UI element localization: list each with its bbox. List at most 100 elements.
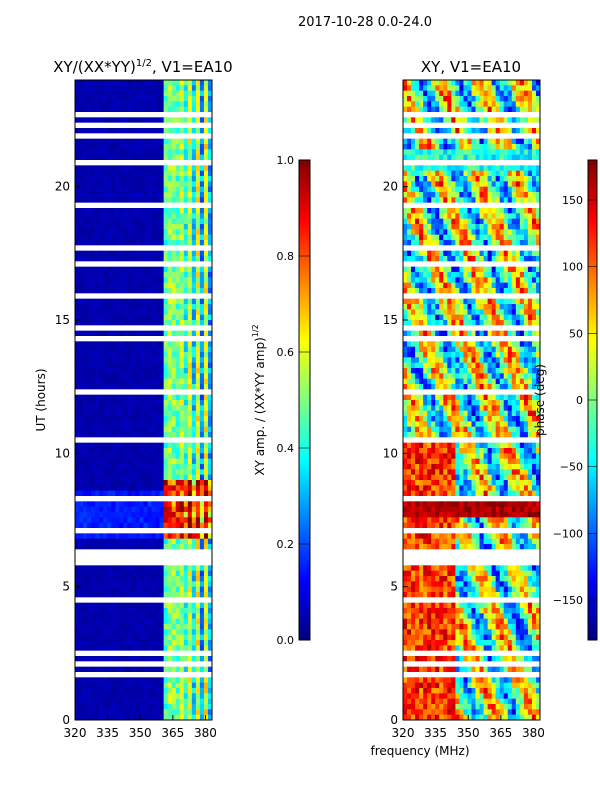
heatmap-cell: [147, 581, 152, 588]
heatmap-cell: [111, 362, 116, 369]
heatmap-cell: [87, 613, 92, 620]
heatmap-cell: [159, 437, 165, 444]
heatmap-cell: [427, 181, 432, 188]
heatmap-cell: [155, 368, 161, 374]
heatmap-cell: [127, 154, 132, 161]
heatmap-cell: [83, 682, 88, 689]
heatmap-cell: [515, 117, 521, 124]
heatmap-cell: [75, 250, 80, 257]
heatmap-cell: [199, 458, 205, 465]
heatmap-cell: [403, 149, 408, 156]
heatmap-cell: [179, 176, 185, 182]
heatmap-cell: [439, 85, 444, 92]
heatmap-cell: [107, 298, 112, 305]
heatmap-cell: [167, 442, 173, 449]
heatmap-cell: [515, 176, 521, 182]
heatmap-cell: [427, 160, 432, 166]
heatmap-cell: [91, 80, 96, 86]
heatmap-cell: [139, 144, 144, 150]
heatmap-cell: [147, 144, 152, 150]
heatmap-cell: [91, 384, 96, 390]
heatmap-cell: [143, 357, 148, 364]
heatmap-cell: [179, 122, 185, 129]
heatmap-cell: [483, 165, 489, 172]
heatmap-cell: [75, 613, 80, 620]
heatmap-cell: [127, 304, 132, 310]
heatmap-cell: [171, 90, 177, 97]
heatmap-cell: [139, 330, 144, 337]
heatmap-cell: [135, 304, 140, 310]
heatmap-cell: [147, 389, 152, 396]
heatmap-cell: [91, 528, 96, 534]
heatmap-cell: [127, 698, 132, 705]
heatmap-cell: [491, 197, 497, 204]
heatmap-cell: [155, 624, 161, 630]
heatmap-cell: [171, 666, 177, 673]
heatmap-cell: [147, 592, 152, 598]
heatmap-cell: [171, 224, 177, 230]
heatmap-cell: [87, 640, 92, 646]
heatmap-cell: [87, 256, 92, 262]
heatmap-cell: [135, 442, 140, 449]
heatmap-cell: [515, 170, 521, 177]
heatmap-cell: [203, 229, 209, 236]
heatmap-cell: [407, 133, 412, 140]
heatmap-cell: [199, 485, 205, 492]
heatmap-cell: [175, 517, 181, 524]
heatmap-cell: [439, 160, 444, 166]
heatmap-cell: [195, 410, 201, 417]
heatmap-cell: [99, 581, 104, 588]
heatmap-cell: [207, 544, 213, 550]
heatmap-cell: [451, 154, 456, 161]
heatmap-cell: [83, 458, 88, 465]
heatmap-cell: [143, 176, 148, 182]
heatmap-cell: [519, 154, 525, 161]
heatmap-cell: [407, 101, 412, 108]
heatmap-cell: [95, 458, 100, 465]
heatmap-cell: [167, 373, 173, 380]
heatmap-cell: [151, 613, 156, 620]
heatmap-cell: [195, 218, 201, 225]
heatmap-cell: [151, 288, 156, 294]
heatmap-cell: [459, 90, 464, 97]
heatmap-cell: [103, 101, 108, 108]
heatmap-cell: [531, 176, 537, 182]
heatmap-cell: [75, 208, 80, 214]
heatmap-cell: [123, 458, 128, 465]
heatmap-cell: [179, 634, 185, 641]
heatmap-cell: [159, 320, 165, 326]
heatmap-cell: [203, 298, 209, 305]
heatmap-cell: [191, 437, 197, 444]
heatmap-cell: [75, 528, 80, 534]
heatmap-cell: [87, 309, 92, 316]
heatmap-cell: [163, 389, 169, 396]
heatmap-cell: [523, 128, 529, 134]
heatmap-cell: [127, 186, 132, 193]
heatmap-cell: [95, 672, 100, 678]
heatmap-cell: [123, 208, 128, 214]
heatmap-cell: [199, 565, 205, 572]
heatmap-cell: [495, 85, 501, 92]
heatmap-cell: [115, 554, 120, 561]
heatmap-cell: [527, 186, 533, 193]
heatmap-cell: [87, 90, 92, 97]
heatmap-cell: [147, 192, 152, 198]
heatmap-cell: [127, 485, 132, 492]
heatmap-cell: [79, 357, 84, 364]
heatmap-cell: [207, 314, 213, 321]
heatmap-cell: [139, 618, 144, 625]
heatmap-cell: [199, 122, 205, 129]
heatmap-cell: [135, 565, 140, 572]
heatmap-cell: [79, 469, 84, 476]
heatmap-cell: [123, 474, 128, 481]
heatmap-cell: [123, 202, 128, 209]
heatmap-cell: [163, 432, 169, 438]
heatmap-cell: [423, 85, 428, 92]
heatmap-cell: [91, 608, 96, 614]
heatmap-cell: [155, 314, 161, 321]
heatmap-cell: [195, 602, 201, 609]
heatmap-cell: [199, 442, 205, 449]
heatmap-cell: [155, 570, 161, 577]
heatmap-cell: [195, 362, 201, 369]
heatmap-cell: [171, 458, 177, 465]
